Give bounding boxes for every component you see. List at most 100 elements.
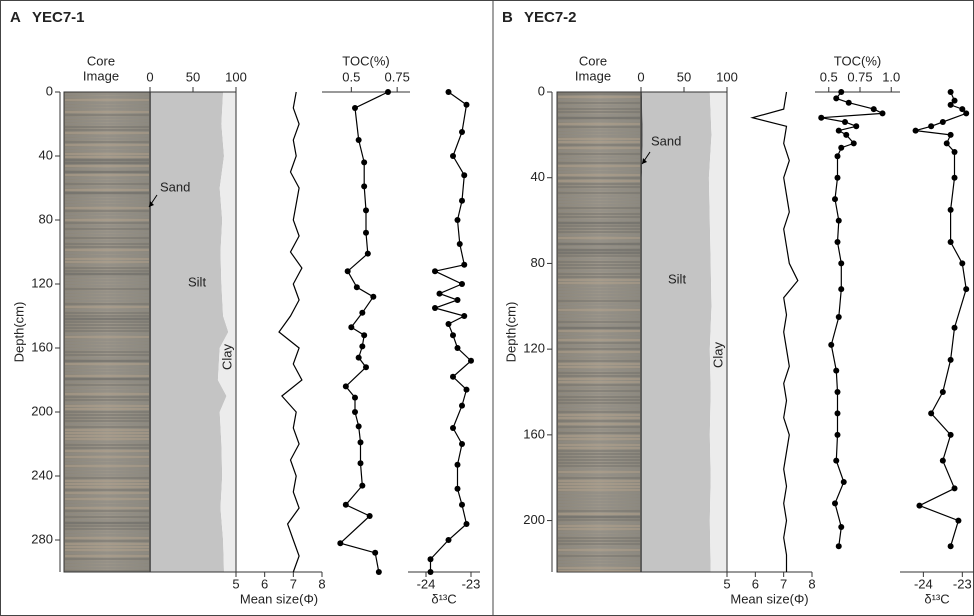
point xyxy=(342,383,349,390)
track-frame xyxy=(640,91,728,573)
y-tick-label: 80 xyxy=(39,211,53,226)
panel-label: A xyxy=(10,9,21,26)
x-tick-label: 6 xyxy=(261,576,268,591)
point xyxy=(939,389,946,395)
point xyxy=(955,517,962,524)
point xyxy=(364,250,371,257)
point xyxy=(461,261,468,268)
x-tick-label: 7 xyxy=(290,576,297,591)
point xyxy=(951,485,958,492)
point xyxy=(454,345,461,351)
point xyxy=(454,217,461,223)
series-name: Clay xyxy=(710,341,725,368)
line xyxy=(278,91,303,573)
point xyxy=(370,293,377,300)
point xyxy=(459,129,465,135)
point xyxy=(842,119,848,125)
point xyxy=(951,149,958,155)
point xyxy=(436,290,443,297)
y-tick-label: 0 xyxy=(538,83,545,98)
point xyxy=(454,461,461,468)
point xyxy=(355,423,362,430)
point xyxy=(461,313,468,319)
y-tick-label: 120 xyxy=(523,341,545,356)
x-tick-label: 6 xyxy=(752,576,759,591)
x-tick-label: 8 xyxy=(318,576,325,591)
x-tick-label: 100 xyxy=(716,69,738,84)
point xyxy=(838,286,845,293)
point xyxy=(870,106,877,113)
y-axis-label: Depth(cm) xyxy=(503,302,518,363)
series-name: Clay xyxy=(219,343,234,370)
y-tick-label: 200 xyxy=(31,403,53,418)
point xyxy=(432,268,438,275)
area xyxy=(150,92,229,572)
point xyxy=(353,284,360,291)
point xyxy=(853,123,860,130)
point xyxy=(361,159,368,166)
x-tick-label: 5 xyxy=(723,576,730,591)
x-tick-label: -23 xyxy=(953,576,972,591)
point xyxy=(838,524,845,530)
point xyxy=(833,367,840,374)
point xyxy=(463,386,470,393)
point xyxy=(459,281,465,287)
point xyxy=(833,457,840,464)
point xyxy=(916,502,923,509)
point xyxy=(928,410,935,417)
point xyxy=(939,457,946,464)
x-axis-label: δ¹³C xyxy=(431,591,456,606)
point xyxy=(355,137,362,143)
point xyxy=(359,343,366,350)
point xyxy=(463,101,470,108)
point xyxy=(951,174,958,181)
core-label: Core xyxy=(87,53,115,68)
point xyxy=(348,324,355,331)
point xyxy=(344,268,351,275)
area xyxy=(708,92,727,572)
point xyxy=(947,89,954,95)
series-name: Silt xyxy=(668,271,686,286)
point xyxy=(432,305,438,311)
area xyxy=(641,92,712,572)
series-name: Silt xyxy=(188,274,206,289)
point xyxy=(951,324,958,331)
core-label: Image xyxy=(83,68,119,83)
arrow-head xyxy=(642,158,647,164)
panel-label: B xyxy=(502,9,513,26)
point xyxy=(947,206,954,213)
point xyxy=(939,119,946,125)
series-name: Sand xyxy=(160,179,190,194)
point xyxy=(943,140,950,147)
point xyxy=(456,241,463,247)
point xyxy=(459,501,465,508)
point xyxy=(363,207,369,214)
point xyxy=(450,373,456,380)
point xyxy=(459,197,465,204)
point xyxy=(459,441,465,447)
point xyxy=(947,543,954,550)
point xyxy=(838,260,845,267)
x-tick-label: -24 xyxy=(914,576,933,591)
y-tick-label: 160 xyxy=(523,426,545,441)
y-tick-label: 120 xyxy=(31,275,53,290)
core-image xyxy=(556,91,642,573)
y-axis-label: Depth(cm) xyxy=(11,302,26,363)
x-tick-label: 0 xyxy=(637,69,644,84)
point xyxy=(843,131,850,138)
point xyxy=(834,431,841,438)
core-label: Image xyxy=(575,68,611,83)
x-tick-label: 5 xyxy=(232,576,239,591)
point xyxy=(835,127,842,134)
point xyxy=(445,537,452,543)
point xyxy=(850,140,857,147)
x-tick-label: 0.75 xyxy=(847,69,872,84)
point xyxy=(832,500,838,507)
x-tick-label: 0.75 xyxy=(385,69,410,84)
x-tick-label: 50 xyxy=(186,69,200,84)
y-tick-label: 0 xyxy=(46,83,53,98)
point xyxy=(450,425,456,431)
point xyxy=(951,97,958,104)
point xyxy=(834,174,841,181)
